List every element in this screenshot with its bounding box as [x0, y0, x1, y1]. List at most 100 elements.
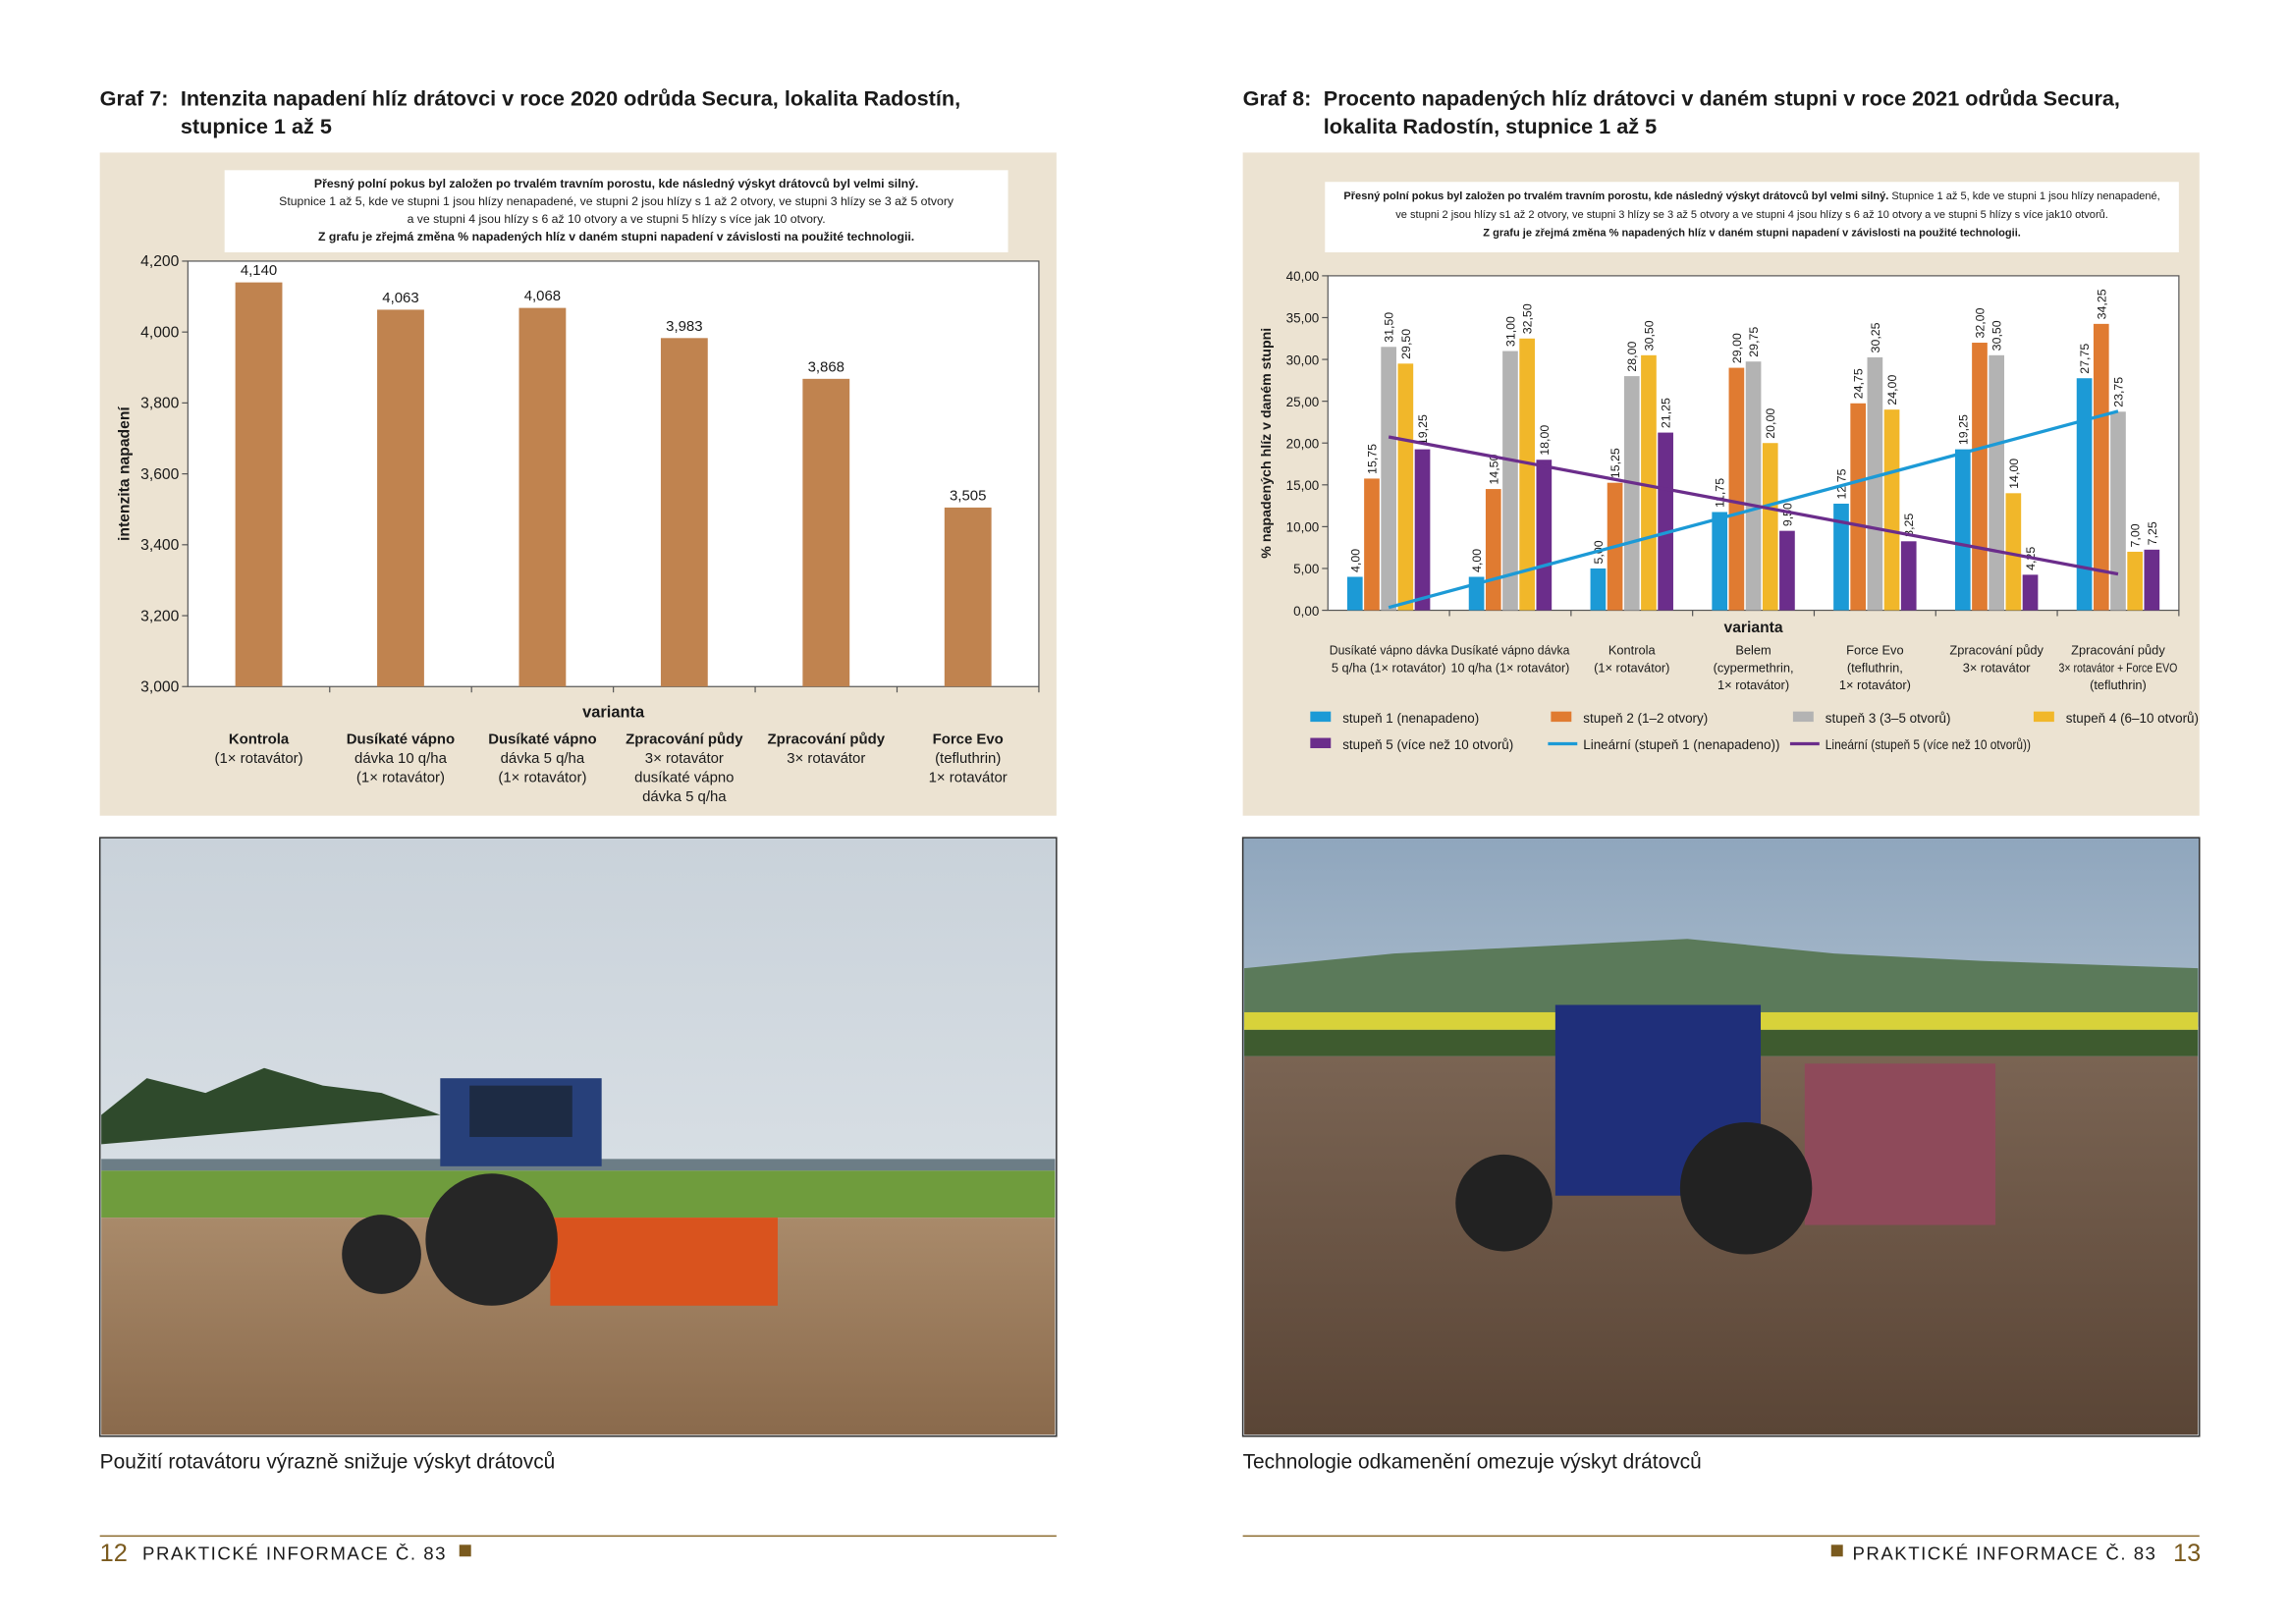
- bar: [1590, 568, 1607, 611]
- bar: [660, 338, 708, 687]
- value-label: 7,25: [2146, 521, 2159, 545]
- category-label: Dusíkaté vápno dávka: [1451, 642, 1571, 657]
- y-tick-label: 25,00: [1286, 395, 1320, 409]
- value-label: 30,50: [1642, 320, 1656, 351]
- category-label: (tefluthrin): [935, 750, 1001, 767]
- category-label: (1× rotavátor): [215, 750, 303, 767]
- value-label: 32,00: [1973, 307, 1987, 338]
- bar: [235, 282, 283, 687]
- category-label: dusíkaté vápno: [634, 769, 734, 785]
- bar: [518, 307, 567, 687]
- note-text: Přesný polní pokus byl založen po trvalé…: [314, 177, 918, 190]
- legend-label: stupeň 1 (nenapadeno): [1342, 711, 1479, 726]
- note-text: Stupnice 1 až 5, kde ve stupni 1 jsou hl…: [279, 194, 954, 208]
- legend-label: stupeň 5 (více než 10 otvorů): [1342, 737, 1513, 752]
- legend-swatch: [1310, 711, 1332, 723]
- category-label: Dusíkaté vápno: [488, 731, 596, 748]
- bar: [1397, 363, 1414, 611]
- bar: [1502, 351, 1518, 611]
- category-label: dávka 5 q/ha: [642, 788, 727, 805]
- value-label: 29,00: [1730, 333, 1744, 363]
- value-label: 9,50: [1780, 503, 1794, 526]
- value-label: 24,75: [1852, 368, 1866, 399]
- note-text: Stupnice 1 až 5, kde ve stupni 1 jsou hl…: [1888, 190, 2159, 202]
- photo: [1241, 837, 2201, 1437]
- note-box: [224, 170, 1008, 252]
- bar: [1658, 432, 1673, 611]
- bar: [2022, 574, 2039, 611]
- note-text: Přesný polní pokus byl založen po trvalé…: [1343, 190, 1888, 202]
- value-label: 4,068: [524, 288, 561, 304]
- category-label: Force Evo: [933, 731, 1004, 748]
- value-label: 7,00: [2129, 523, 2143, 547]
- x-axis-label: varianta: [1724, 620, 1783, 636]
- category-label: Belem: [1735, 642, 1771, 657]
- trend-line: [1388, 435, 2119, 576]
- bar: [1381, 347, 1397, 611]
- category-label: (1× rotavátor): [498, 769, 586, 785]
- value-label: 4,063: [382, 290, 418, 306]
- bar: [1364, 478, 1380, 611]
- bar: [1883, 409, 1900, 611]
- y-tick-label: 35,00: [1286, 311, 1320, 326]
- y-tick-label: 0,00: [1293, 604, 1319, 619]
- y-axis-label: % napadených hlíz v daném stupni: [1259, 328, 1275, 559]
- value-label: 8,25: [1902, 514, 1916, 537]
- category-label: 3× rotavátor: [645, 750, 724, 767]
- chart-title: lokalita Radostín, stupnice 1 až 5: [1324, 114, 1657, 138]
- y-tick-label: 40,00: [1286, 269, 1320, 284]
- legend-label: Lineární (stupeň 5 (více než 10 otvorů)): [1826, 737, 2031, 752]
- value-label: 15,25: [1608, 448, 1622, 478]
- value-label: 20,00: [1764, 408, 1777, 439]
- chart-title: stupnice 1 až 5: [181, 114, 332, 138]
- bar: [2144, 549, 2160, 611]
- legend-label: stupeň 4 (6–10 otvorů): [2066, 711, 2199, 726]
- note-text: Z grafu je zřejmá změna % napadených hlí…: [1483, 228, 2021, 240]
- bar: [1954, 449, 1971, 611]
- note-text: ve stupni 2 jsou hlízy s1 až 2 otvory, v…: [1395, 209, 2108, 221]
- category-label: Force Evo: [1846, 642, 1903, 657]
- chart-label: Graf 8:: [1243, 86, 1312, 111]
- photo-caption: Technologie odkamenění omezuje výskyt dr…: [1243, 1451, 1702, 1474]
- category-label: 10 q/ha (1× rotavátor): [1451, 660, 1570, 675]
- x-axis-label: varianta: [582, 704, 645, 722]
- category-label: 5 q/ha (1× rotavátor): [1332, 660, 1446, 675]
- chart-label: Graf 7:: [100, 86, 169, 111]
- legend-label: Lineární (stupeň 1 (nenapadeno)): [1583, 737, 1779, 752]
- bar: [1728, 367, 1745, 611]
- category-label: Kontrola: [229, 731, 290, 748]
- value-label: 31,50: [1383, 312, 1396, 343]
- value-label: 29,75: [1747, 327, 1761, 357]
- y-tick-label: 3,000: [140, 678, 180, 695]
- category-label: Kontrola: [1608, 642, 1657, 657]
- note-line: Z grafu je zřejmá změna % napadených hlí…: [318, 230, 914, 244]
- legend-label: stupeň 3 (3–5 otvorů): [1826, 711, 1951, 726]
- legend-swatch: [1551, 711, 1572, 723]
- category-label: 1× rotavátor: [929, 769, 1008, 785]
- value-label: 30,50: [1990, 320, 2004, 351]
- y-tick-label: 10,00: [1286, 520, 1320, 535]
- note-line: Přesný polní pokus byl založen po trvalé…: [1343, 190, 2159, 202]
- bar: [1519, 338, 1535, 611]
- footer-text: PRAKTICKÉ INFORMACE Č. 83: [142, 1543, 447, 1563]
- bar: [1867, 356, 1883, 611]
- value-label: 23,75: [2111, 377, 2125, 407]
- value-label: 24,00: [1885, 375, 1899, 406]
- category-label: (cypermethrin,: [1714, 660, 1794, 675]
- bar: [1536, 460, 1553, 611]
- note-line: Stupnice 1 až 5, kde ve stupni 1 jsou hl…: [279, 194, 954, 208]
- value-label: 34,25: [2095, 289, 2108, 319]
- bar: [1485, 489, 1501, 611]
- category-label: dávka 10 q/ha: [354, 750, 448, 767]
- bar: [1850, 403, 1867, 611]
- bar: [944, 507, 992, 687]
- y-tick-label: 3,600: [140, 466, 180, 483]
- category-label: 1× rotavátor): [1717, 677, 1789, 692]
- y-tick-label: 30,00: [1286, 352, 1320, 367]
- value-label: 21,25: [1660, 398, 1673, 428]
- bar: [1346, 576, 1363, 611]
- bar: [1623, 376, 1640, 611]
- bar: [2110, 411, 2126, 611]
- value-label: 18,00: [1538, 425, 1552, 456]
